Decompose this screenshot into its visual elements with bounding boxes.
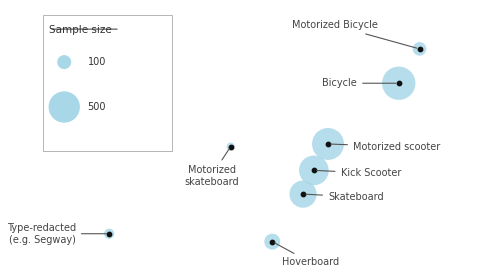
Point (416, 47, 424, 51)
Point (324, 142, 332, 146)
Point (299, 192, 307, 196)
Point (395, 81, 403, 85)
Point (324, 142, 332, 146)
Text: Skateboard: Skateboard (306, 192, 384, 202)
Point (416, 47, 424, 51)
Point (60, 60, 68, 64)
Text: Motorized scooter: Motorized scooter (331, 142, 440, 151)
FancyBboxPatch shape (42, 15, 172, 151)
Point (226, 144, 234, 149)
Point (268, 239, 276, 244)
Point (395, 81, 403, 85)
Text: 100: 100 (88, 57, 106, 67)
Point (310, 168, 318, 172)
Text: Motorized
skateboard: Motorized skateboard (184, 149, 239, 187)
Point (226, 144, 234, 149)
Point (310, 168, 318, 172)
Text: Motorized Bicycle: Motorized Bicycle (292, 20, 417, 48)
Point (105, 232, 113, 236)
Text: Kick Scooter: Kick Scooter (316, 168, 401, 178)
Text: Hoverboard: Hoverboard (274, 243, 340, 267)
Point (60, 105, 68, 109)
Point (268, 239, 276, 244)
Text: Sample size: Sample size (49, 25, 112, 35)
Text: 500: 500 (88, 102, 106, 112)
Point (299, 192, 307, 196)
Text: Bicycle: Bicycle (322, 78, 396, 88)
Text: Type-redacted
(e.g. Segway): Type-redacted (e.g. Segway) (6, 223, 106, 244)
Point (105, 232, 113, 236)
